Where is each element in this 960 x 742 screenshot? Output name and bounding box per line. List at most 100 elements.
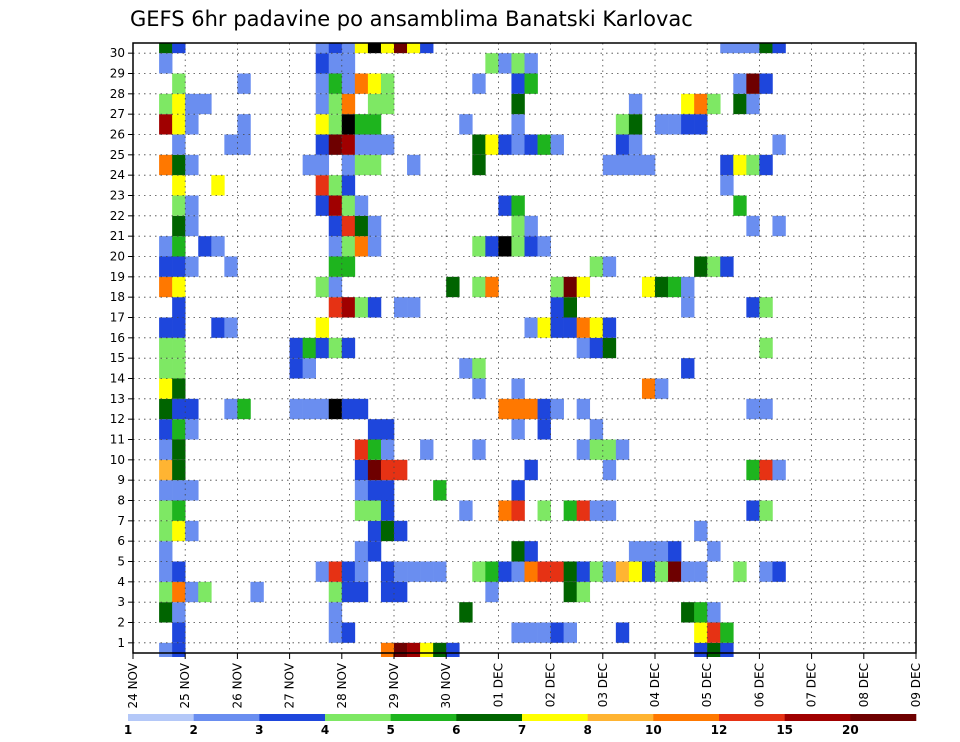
heatmap-cell bbox=[511, 53, 525, 74]
heatmap-cell bbox=[772, 134, 786, 155]
y-tick-label: 7 bbox=[117, 514, 125, 528]
y-tick-label: 13 bbox=[110, 392, 125, 406]
x-tick-label: 06 DEC bbox=[752, 663, 766, 707]
heatmap-cell bbox=[759, 154, 773, 176]
heatmap-cell bbox=[185, 581, 199, 603]
heatmap-cell bbox=[589, 500, 604, 521]
heatmap-cell bbox=[367, 520, 382, 542]
x-tick-label: 25 NOV bbox=[178, 662, 192, 708]
heatmap-cell bbox=[420, 561, 434, 582]
heatmap-cell bbox=[485, 581, 499, 603]
heatmap-cell bbox=[550, 561, 564, 582]
heatmap-cell bbox=[367, 541, 382, 562]
heatmap-cell bbox=[485, 236, 499, 257]
heatmap-cell bbox=[459, 358, 473, 379]
heatmap-cell bbox=[367, 297, 382, 318]
heatmap-cell bbox=[159, 276, 173, 298]
x-tick-label: 29 NOV bbox=[387, 662, 401, 708]
colorbar-segment bbox=[390, 714, 457, 721]
x-tick-label: 01 DEC bbox=[491, 663, 505, 707]
heatmap-cell bbox=[380, 419, 395, 440]
heatmap-cell bbox=[172, 134, 186, 155]
heatmap-cell bbox=[172, 297, 186, 318]
grid-lines bbox=[133, 43, 916, 653]
y-tick-label: 26 bbox=[110, 128, 125, 142]
colorbar-segment bbox=[522, 714, 588, 721]
x-tick-label: 07 DEC bbox=[805, 663, 819, 707]
heatmap-cell bbox=[563, 317, 577, 338]
heatmap-cell bbox=[341, 398, 356, 420]
heatmap-cell bbox=[367, 134, 382, 155]
heatmap-cell bbox=[602, 256, 617, 277]
heatmap-cell bbox=[224, 134, 238, 155]
heatmap-cell bbox=[354, 297, 369, 318]
heatmap-cell bbox=[759, 337, 773, 359]
heatmap-cell bbox=[328, 602, 343, 623]
heatmap-cell bbox=[172, 175, 186, 196]
y-axis-ticks: 1234567891011121314151617181920212223242… bbox=[110, 46, 133, 650]
heatmap-cell bbox=[720, 642, 734, 657]
y-tick-label: 30 bbox=[110, 46, 125, 60]
heatmap-cell bbox=[394, 43, 408, 54]
heatmap-cell bbox=[315, 561, 330, 582]
colorbar-label: 5 bbox=[386, 723, 394, 737]
colorbar-label: 4 bbox=[321, 723, 329, 737]
heatmap-cell bbox=[367, 480, 382, 501]
heatmap-cell bbox=[159, 114, 173, 135]
heatmap-cell bbox=[159, 642, 173, 657]
heatmap-cell bbox=[511, 480, 525, 501]
heatmap-cell bbox=[720, 175, 734, 196]
colorbar-segment bbox=[653, 714, 720, 721]
heatmap-cell bbox=[211, 236, 225, 257]
y-tick-label: 24 bbox=[110, 168, 125, 182]
heatmap-cell bbox=[159, 398, 173, 420]
heatmap-cell bbox=[407, 43, 421, 54]
heatmap-cell bbox=[668, 561, 682, 582]
heatmap-cell bbox=[354, 215, 369, 237]
heatmap-cell bbox=[602, 500, 617, 521]
heatmap-cell bbox=[185, 215, 199, 237]
heatmap-cell bbox=[341, 53, 356, 74]
heatmap-cell bbox=[172, 236, 186, 257]
heatmap-cell bbox=[159, 337, 173, 359]
heatmap-cell bbox=[172, 73, 186, 94]
heatmap-cell bbox=[172, 114, 186, 135]
heatmap-cell bbox=[746, 73, 760, 94]
heatmap-cell bbox=[341, 175, 356, 196]
heatmap-cell bbox=[354, 154, 369, 176]
heatmap-cell bbox=[550, 398, 564, 420]
colorbar-label: 15 bbox=[776, 723, 793, 737]
heatmap-cell bbox=[185, 398, 199, 420]
heatmap-cell bbox=[394, 297, 408, 318]
heatmap-cell bbox=[328, 581, 343, 603]
heatmap-cell bbox=[498, 561, 512, 582]
heatmap-cell bbox=[511, 500, 525, 521]
heatmap-cell bbox=[394, 561, 408, 582]
colorbar-segment bbox=[850, 714, 917, 721]
heatmap-cell bbox=[172, 378, 186, 399]
heatmap-cell bbox=[681, 297, 695, 318]
heatmap-cell bbox=[380, 561, 395, 582]
heatmap-cell bbox=[537, 622, 551, 643]
colorbar-segment bbox=[259, 714, 326, 721]
heatmap-cell bbox=[354, 500, 369, 521]
heatmap-cell bbox=[159, 358, 173, 379]
heatmap-cell bbox=[289, 337, 303, 359]
x-tick-label: 09 DEC bbox=[909, 663, 923, 707]
x-axis-ticks: 24 NOV 25 NOV 26 NOV 27 NOV 28 NOV 29 NOV 30 N… bbox=[126, 653, 923, 709]
heatmap-cell bbox=[354, 439, 369, 460]
heatmap-cell bbox=[707, 602, 721, 623]
heatmap-cell bbox=[746, 154, 760, 176]
heatmap-cell bbox=[602, 337, 617, 359]
x-tick-label: 28 NOV bbox=[335, 662, 349, 708]
heatmap-cell bbox=[159, 419, 173, 440]
heatmap-cell bbox=[328, 215, 343, 237]
heatmap-cell bbox=[681, 93, 695, 115]
heatmap-cell bbox=[315, 398, 330, 420]
heatmap-cell bbox=[328, 53, 343, 74]
heatmap-cell bbox=[668, 114, 682, 135]
heatmap-cell bbox=[707, 256, 721, 277]
heatmap-cell bbox=[511, 215, 525, 237]
y-tick-label: 15 bbox=[110, 351, 125, 365]
heatmap-cell bbox=[681, 276, 695, 298]
